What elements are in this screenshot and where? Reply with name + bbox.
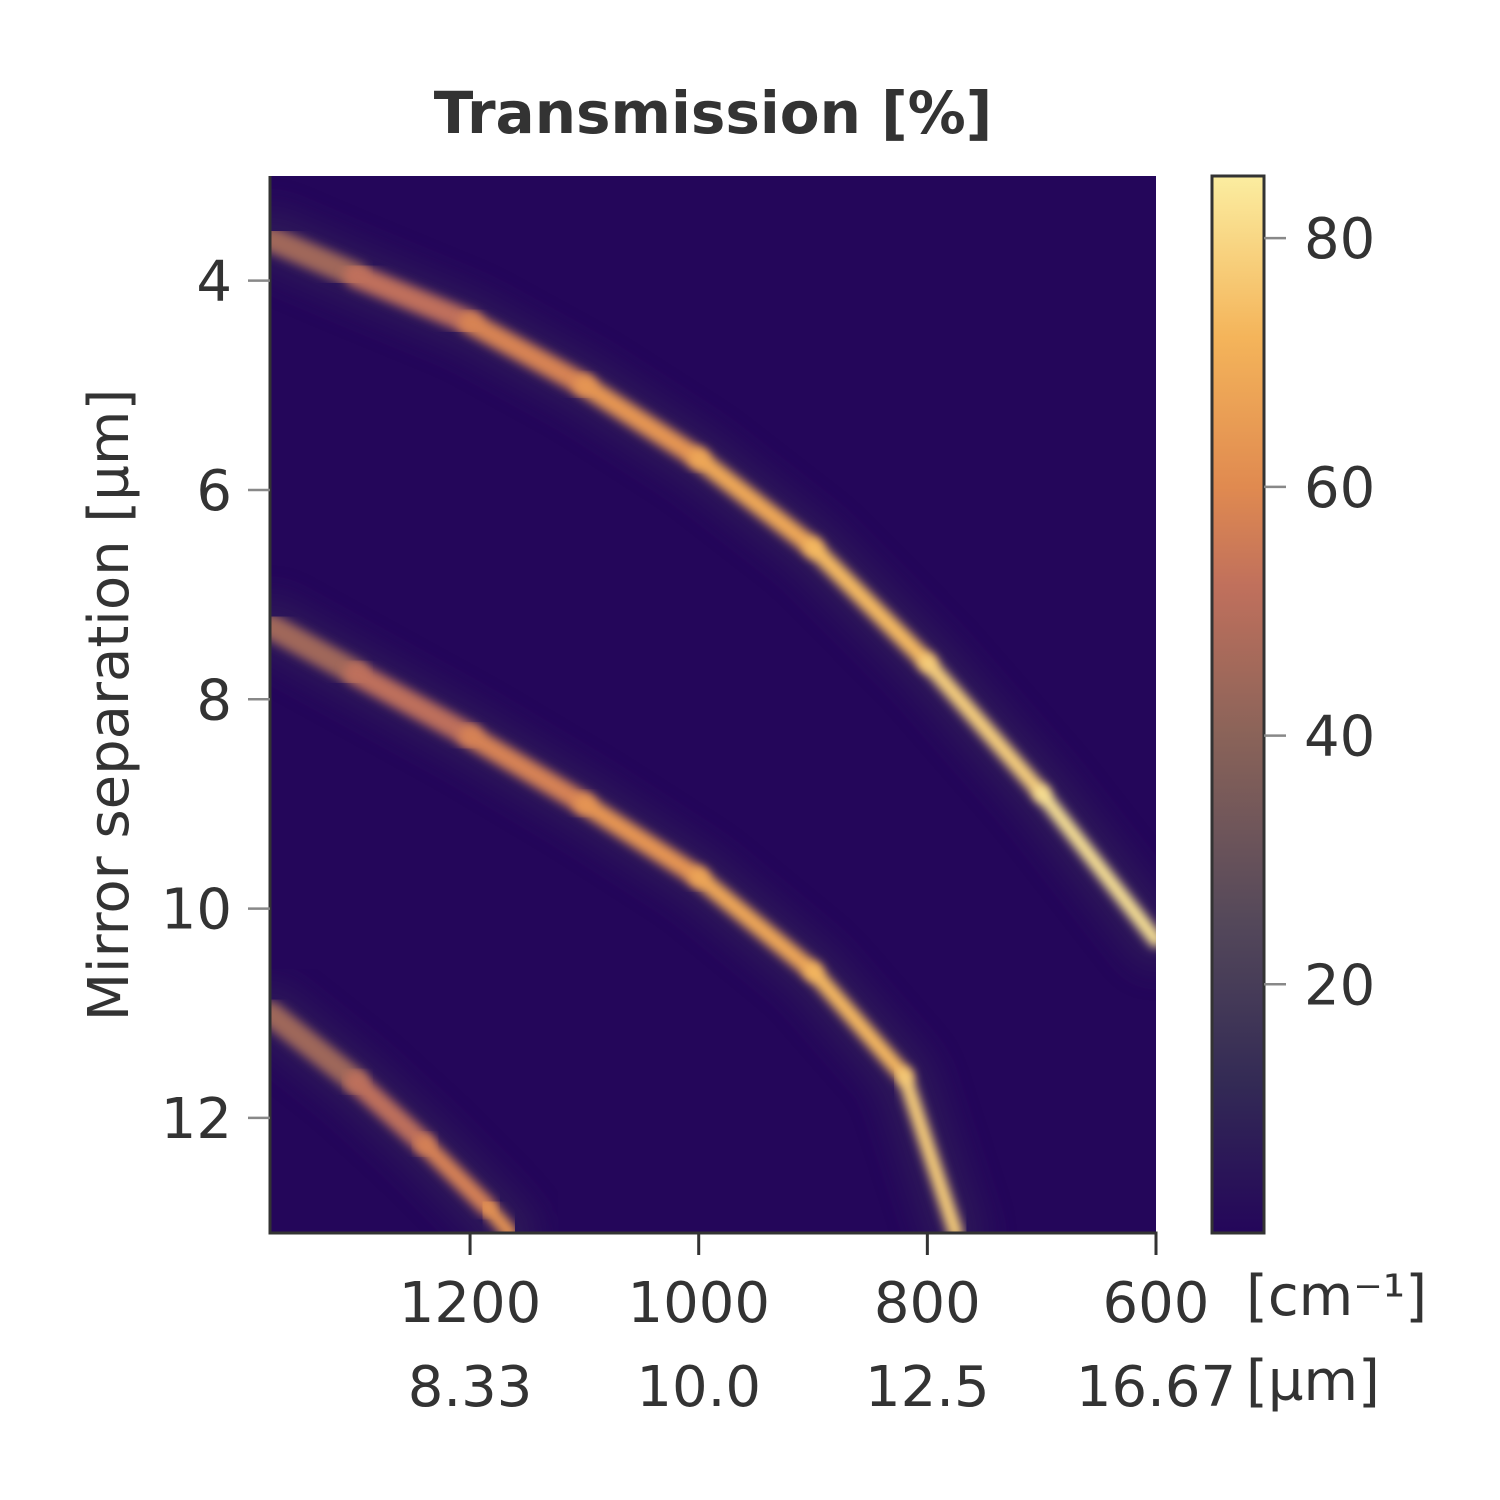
- x-tick-label-wavenumber: 1200: [399, 1271, 542, 1336]
- band-segment: [415, 1134, 497, 1217]
- axes: 4 6 8 10 12 1200 8.33 1000 10.0 800 12.5 600 16.67: [161, 176, 1236, 1420]
- heatmap-plot-area: [270, 176, 1156, 1233]
- y-axis-label: Mirror separation [µm]: [77, 389, 142, 1022]
- band-segment: [270, 1000, 368, 1094]
- y-tick-label: 8: [196, 668, 232, 733]
- transmission-band-order-3: [270, 983, 541, 1233]
- band-segment: [574, 374, 710, 470]
- y-tick-label: 12: [161, 1087, 232, 1152]
- x-tick-label-wavelength: 8.33: [408, 1355, 533, 1420]
- colorbar-tick-label: 40: [1304, 705, 1375, 770]
- colorbar-tick-label: 20: [1304, 953, 1375, 1018]
- transmission-band-order-2: [270, 596, 986, 1233]
- x-tick-label-wavenumber: 1000: [627, 1271, 770, 1336]
- transmission-bands: [270, 208, 1156, 1233]
- band-segment: [344, 661, 482, 748]
- band-segment: [344, 1070, 436, 1155]
- band-segment: [804, 538, 937, 672]
- band-segment: [689, 448, 823, 558]
- colorbar: 20 40 60 80: [1210, 174, 1375, 1235]
- x-axis-secondary-unit: [µm]: [1246, 1349, 1380, 1414]
- x-axis-primary-unit: [cm⁻¹]: [1246, 1264, 1427, 1329]
- band-segment: [343, 263, 483, 335]
- band-segment: [574, 793, 709, 888]
- y-tick-label: 10: [161, 878, 232, 943]
- band-segment: [689, 868, 823, 981]
- x-tick-label-wavenumber: 800: [874, 1271, 981, 1336]
- y-tick-label: 4: [196, 250, 232, 315]
- colorbar-tick-label: 80: [1304, 207, 1375, 272]
- band-segment: [270, 226, 369, 289]
- band-segment: [897, 1068, 964, 1233]
- x-tick-label-wavelength: 16.67: [1076, 1355, 1236, 1420]
- band-segment: [1034, 786, 1156, 948]
- transmission-band-order-1: [270, 208, 1156, 970]
- x-tick-label-wavelength: 12.5: [865, 1355, 990, 1420]
- band-segment: [479, 1199, 518, 1233]
- band-segment: [459, 725, 596, 815]
- chart-title: Transmission [%]: [434, 79, 992, 147]
- band-segment: [458, 311, 596, 397]
- x-tick-label-wavelength: 10.0: [636, 1355, 761, 1420]
- colorbar-tick-label: 60: [1304, 456, 1375, 521]
- band-segment: [919, 654, 1050, 802]
- band-segment: [270, 613, 369, 686]
- x-tick-label-wavenumber: 600: [1103, 1271, 1210, 1336]
- band-segment: [804, 963, 913, 1085]
- y-tick-label: 6: [196, 459, 232, 524]
- colorbar-gradient: [1210, 174, 1266, 1235]
